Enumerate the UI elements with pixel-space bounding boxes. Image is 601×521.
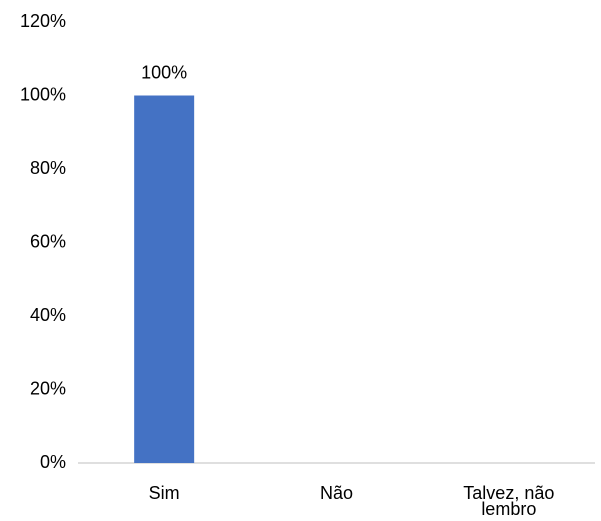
y-tick-label: 40% [30, 305, 66, 325]
x-tick-label: Talvez, não lembro [463, 483, 555, 519]
y-tick-label: 120% [20, 11, 66, 31]
bar [134, 95, 195, 463]
y-tick-label: 20% [30, 378, 66, 398]
data-label: 100% [141, 62, 187, 82]
x-tick-label: Não [319, 483, 354, 503]
y-tick-label: 100% [20, 84, 66, 104]
y-tick-label: 80% [30, 158, 66, 178]
y-tick-label: 60% [30, 231, 66, 251]
x-tick-label: Sim [148, 483, 180, 503]
y-tick-label: 0% [40, 452, 66, 472]
